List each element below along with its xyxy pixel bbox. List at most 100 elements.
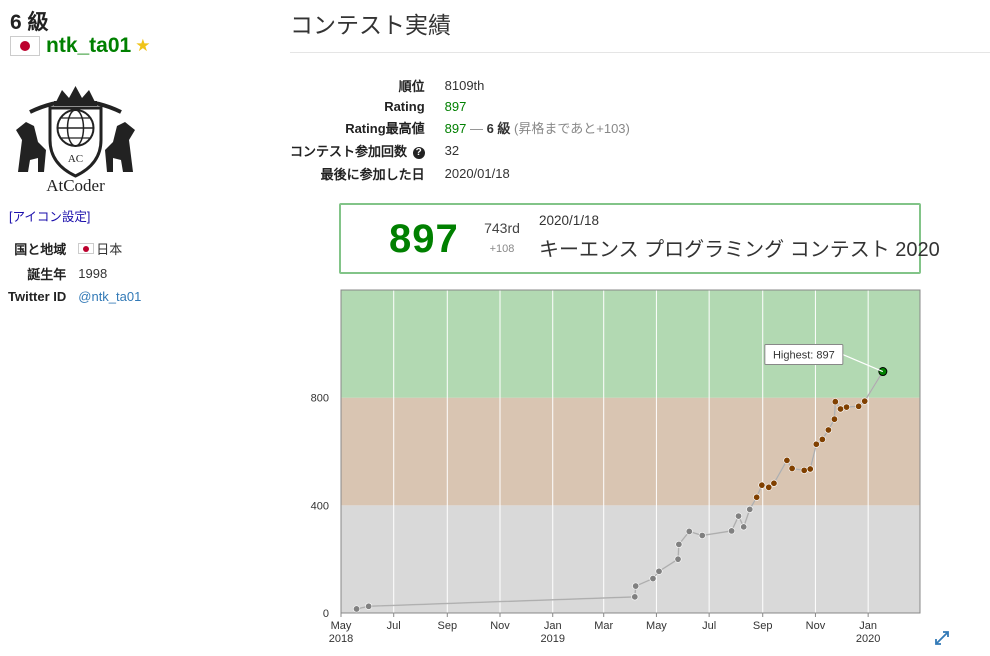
rating-point[interactable]: [770, 479, 778, 487]
x-tick-year-label: 2020: [856, 633, 880, 645]
highest-tooltip-text: Highest: 897: [773, 350, 835, 362]
rating-point[interactable]: [753, 493, 761, 501]
atcoder-logo: AC AtCoder: [16, 86, 135, 195]
info-value-birth-year: 1998: [78, 266, 108, 281]
contest-name-link[interactable]: キーエンス プログラミング コンテスト 2020: [539, 239, 940, 261]
rating-point[interactable]: [831, 398, 839, 406]
stat-label: 最後に参加した日: [320, 167, 425, 182]
rating-point[interactable]: [830, 415, 838, 423]
info-label: Twitter ID: [8, 289, 67, 304]
rating-point[interactable]: [655, 567, 663, 575]
stat-label: 順位: [398, 79, 425, 94]
info-row-twitter: Twitter ID @ntk_ta01: [8, 286, 141, 307]
stat-value-last: 2020/01/18: [444, 166, 510, 181]
stat-row-last: 最後に参加した日 2020/01/18: [290, 162, 630, 185]
rating-point[interactable]: [812, 440, 820, 448]
rating-point[interactable]: [631, 593, 639, 601]
x-tick-label: Nov: [490, 620, 510, 632]
rating-point[interactable]: [365, 602, 373, 610]
contest-rating: 897: [389, 217, 459, 261]
help-icon[interactable]: ?: [412, 147, 425, 159]
stat-value-rating: 897: [444, 99, 467, 114]
stat-value-rank: 8109th: [444, 78, 485, 93]
rating-point[interactable]: [675, 540, 683, 548]
japan-flag-icon: [10, 36, 40, 56]
user-grade: 6 級: [10, 11, 49, 34]
page-title: コンテスト実績: [290, 12, 451, 38]
stat-value-highest: 897: [444, 121, 467, 136]
stat-label: Rating最高値: [345, 121, 425, 136]
contest-date: 2020/1/18: [539, 213, 600, 228]
x-tick-year-label: 2018: [329, 633, 353, 645]
y-tick-label: 800: [311, 393, 329, 405]
contest-stats-table: 順位 8109th Rating 897 Rating最高値 897 — 6 級…: [290, 74, 630, 185]
rating-color-band: [341, 290, 920, 398]
star-icon: ★: [135, 36, 151, 55]
x-tick-year-label: 2019: [540, 633, 564, 645]
x-tick-label: Jul: [702, 620, 716, 632]
stat-row-rank: 順位 8109th: [290, 74, 630, 97]
rating-point[interactable]: [632, 582, 640, 590]
selected-contest-panel: 897 743rd +108 2020/1/18 キーエンス プログラミング コ…: [339, 203, 940, 274]
expand-arrows-icon[interactable]: [934, 630, 950, 646]
contest-rank: 743rd: [484, 220, 520, 236]
twitter-link[interactable]: @ntk_ta01: [78, 289, 142, 304]
rating-point[interactable]: [783, 456, 791, 464]
x-tick-label: May: [331, 620, 352, 632]
info-value-country: 日本: [96, 242, 123, 257]
svg-text:AC: AC: [68, 153, 83, 165]
profile-info-table: 国と地域 日本 誕生年 1998 Twitter ID @ntk_ta01: [8, 236, 141, 307]
rating-point[interactable]: [758, 481, 766, 489]
rating-point[interactable]: [800, 466, 808, 474]
info-label: 国と地域: [14, 242, 67, 257]
rating-point[interactable]: [836, 405, 844, 413]
rating-color-band: [341, 505, 920, 613]
rating-point[interactable]: [353, 605, 361, 613]
stat-label: コンテスト参加回数: [290, 144, 408, 159]
username-link[interactable]: ntk_ta01: [46, 34, 132, 57]
x-tick-label: Mar: [594, 620, 613, 632]
japan-flag-icon: [78, 243, 95, 254]
rating-point[interactable]: [674, 555, 682, 563]
contest-rating-diff: +108: [489, 243, 515, 255]
stat-promotion-note: (昇格まであと+103): [514, 121, 630, 136]
rating-point[interactable]: [746, 505, 754, 513]
stat-value-count: 32: [444, 143, 460, 158]
x-tick-label: Jan: [859, 620, 877, 632]
x-tick-label: Jul: [387, 620, 401, 632]
stat-highest-grade: 6 級: [486, 121, 511, 136]
y-tick-label: 0: [323, 608, 329, 620]
x-tick-label: Jan: [544, 620, 562, 632]
rating-point[interactable]: [735, 512, 743, 520]
stat-row-rating: Rating 897: [290, 97, 630, 116]
rating-point[interactable]: [698, 531, 706, 539]
user-heading: ntk_ta01 ★: [10, 34, 150, 58]
info-row-birth-year: 誕生年 1998: [8, 261, 141, 286]
y-tick-label: 400: [311, 500, 329, 512]
rating-point[interactable]: [855, 402, 863, 410]
rating-color-band: [341, 397, 920, 506]
stat-separator: —: [466, 121, 487, 136]
highest-tooltip-box: [764, 344, 844, 366]
title-divider: [290, 52, 990, 53]
rating-point[interactable]: [806, 465, 814, 473]
plot-frame: [340, 289, 921, 614]
rating-point[interactable]: [818, 435, 826, 443]
tooltip-pointer: [842, 354, 884, 373]
stat-label: Rating: [384, 99, 425, 114]
x-tick-label: Nov: [806, 620, 826, 632]
rating-point[interactable]: [861, 397, 869, 405]
rating-point[interactable]: [740, 523, 748, 531]
rating-point[interactable]: [843, 403, 851, 411]
rating-point[interactable]: [824, 426, 832, 434]
x-tick-label: May: [646, 620, 667, 632]
icon-settings-link[interactable]: [アイコン設定]: [9, 210, 91, 224]
rating-point[interactable]: [765, 483, 773, 491]
stat-row-count: コンテスト参加回数 ? 32: [290, 139, 630, 162]
rating-point[interactable]: [788, 464, 796, 472]
svg-text:AtCoder: AtCoder: [46, 176, 105, 195]
rating-point[interactable]: [649, 575, 657, 583]
rating-point[interactable]: [685, 527, 693, 535]
rating-point[interactable]: [728, 527, 736, 535]
